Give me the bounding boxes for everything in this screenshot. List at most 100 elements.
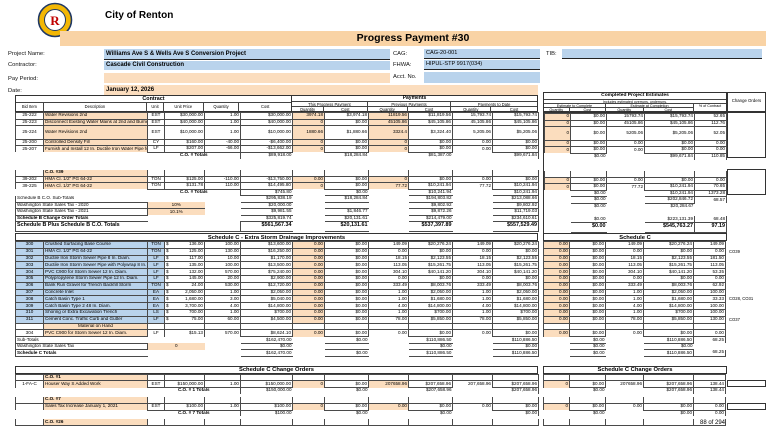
- cell: $0.00: [569, 281, 606, 290]
- cell-empty: [324, 322, 369, 331]
- schedule-b-section: Contract Bid Item Description Unit Unit …: [15, 92, 766, 234]
- cell: 100.00: [693, 288, 726, 297]
- table-row: 39-225 HMA Cl. 1/2" PG 64-22 TON $131.78 110…: [15, 182, 539, 190]
- cell: Water Revisions 2nd: [43, 125, 148, 140]
- table-row: 0.00 $0.00 18.15 $2,123.55 181.50: [543, 254, 726, 263]
- cell: 5,205.06: [452, 125, 493, 140]
- table-row: [16, 159, 539, 170]
- cell: $5,850.00: [408, 315, 453, 324]
- table-row: Schedule B Plus Schedule B C.O. Totals $5…: [15, 221, 539, 232]
- cell: 130.00: [204, 247, 241, 256]
- cell: 0.00: [605, 247, 644, 256]
- table-row: $0.00 $207,658.96 138.44: [544, 387, 726, 394]
- cell: 304.10: [452, 268, 493, 276]
- cell: PVC C900 for Storm Sewer 12 In. Diam.: [43, 268, 148, 276]
- cell: $0.00: [492, 409, 539, 417]
- cell-empty: [292, 322, 325, 331]
- table-row: 0.00 $0.00 1.00 $700.00 100.00: [543, 308, 726, 317]
- cell: $0.00: [569, 387, 606, 394]
- pay-period-label: Pay Period:: [8, 76, 38, 82]
- cell-empty: [324, 418, 369, 426]
- cell: 4.00: [605, 302, 644, 310]
- table-row: 0 $0.00 15793.74 $15,793.74 52.65: [544, 113, 727, 121]
- cell: $15.13: [164, 329, 205, 338]
- cell-empty: [15, 322, 44, 331]
- cell: EA: [147, 288, 165, 297]
- col-cost: Cost: [583, 108, 592, 112]
- cell: 305: [15, 274, 44, 283]
- cell: 0.00: [452, 247, 493, 256]
- cell-empty: [293, 222, 325, 232]
- cell: $125.00: [164, 247, 205, 256]
- cell: $0.00: [324, 295, 369, 304]
- cell-empty: [16, 159, 539, 170]
- cell: LF: [147, 254, 165, 263]
- cell-empty: [492, 418, 539, 426]
- cell: 333.49: [368, 281, 409, 290]
- cell: 1880.66: [292, 125, 325, 140]
- cell-empty: [204, 322, 241, 331]
- cell: $1,680.00: [164, 295, 205, 304]
- cell: PVC C900 for Storm Sewer 12 In. Diam.: [43, 329, 148, 338]
- table-row: $0.00 $110,886.50 68.25: [544, 349, 726, 357]
- cell: $561,567.34: [240, 221, 293, 232]
- cell: $0.00: [324, 254, 369, 263]
- col-bid-item: Bid Item: [16, 103, 44, 112]
- cell: $1,880.66: [324, 125, 369, 140]
- cell: 0.00: [292, 241, 325, 249]
- cell: LF: [147, 268, 165, 276]
- cell: $0.00: [569, 288, 606, 297]
- cell: 130.00: [693, 315, 726, 324]
- schedule-c-grid: 300 Crushed Surfacing Base Course TON $136.…: [15, 241, 539, 357]
- cell: 52.05: [694, 126, 727, 141]
- cell: $0.00: [569, 295, 606, 304]
- table-row: 0.00 $0.00 113.05 $15,261.75 113.05: [543, 261, 726, 270]
- cell: Cement Conc. Traffic Curb and Gutter: [43, 315, 148, 324]
- cell: Schedule B Plus Schedule B C.O. Totals: [15, 221, 241, 232]
- cell: $40,141.20: [643, 268, 694, 276]
- completed-estimates-header: Completed Project Estimates Includes est…: [543, 92, 727, 113]
- cell: $3,700.00: [164, 302, 205, 310]
- cell-empty: [293, 350, 325, 357]
- acct-no-label: Acct. No.: [393, 74, 417, 80]
- cell: 0: [543, 402, 570, 411]
- cell: $89,918.00: [240, 151, 293, 159]
- cell: $14,800.00: [492, 302, 539, 310]
- cell: 78.00: [452, 315, 493, 324]
- cell: TON: [147, 281, 165, 290]
- cell: 0.00: [292, 308, 325, 317]
- date-label: Date:: [8, 88, 22, 94]
- cell: Material on Hand: [43, 322, 148, 331]
- cell: 100.00: [204, 241, 241, 249]
- col-cost: Cost: [509, 107, 519, 112]
- cell-empty: [643, 322, 694, 331]
- schedule-b-estimates-box: 0 $0.00 15793.74 $15,793.74 52.65 0 $0.00 45105…: [543, 112, 727, 234]
- payments-header: Payments This Progress Payment Previous …: [292, 95, 538, 113]
- cell: Sales Tax Increase January 1, 2021: [43, 402, 148, 411]
- cell: $0.00: [569, 380, 606, 388]
- cell: $13,600.00: [240, 241, 293, 249]
- change-orders-header: Change Orders: [727, 92, 766, 112]
- cell: 207,658.96: [452, 380, 493, 388]
- cell: TON: [147, 241, 165, 249]
- cell: $700.00: [492, 308, 539, 317]
- cell: $14,800.00: [643, 302, 694, 310]
- cell: 33.33: [693, 295, 726, 304]
- change-order-note: CO37: [729, 316, 740, 322]
- cell: $700.00: [408, 308, 453, 317]
- cell: 0.00: [292, 302, 325, 310]
- schedule-c-estimates-grid: 0.00 $0.00 149.09 $20,276.24 149.09 0.00 $0.00…: [543, 241, 726, 357]
- cell-empty: [453, 222, 493, 232]
- cell: $100.00: [240, 402, 293, 411]
- col-previous-payments: Previous Payments: [367, 101, 452, 107]
- cell: $0.00: [492, 402, 539, 411]
- cell: 0.00: [292, 295, 325, 304]
- cell: $40,141.20: [408, 268, 453, 276]
- cell: 0.00: [693, 274, 726, 283]
- cell-empty: [452, 322, 493, 331]
- cell: $16,250.00: [240, 247, 293, 256]
- cell: 100.00: [204, 261, 241, 270]
- cell: $5,850.00: [643, 315, 694, 324]
- col-quantity: Quantity: [204, 103, 240, 112]
- cag-label: CAG:: [393, 51, 408, 57]
